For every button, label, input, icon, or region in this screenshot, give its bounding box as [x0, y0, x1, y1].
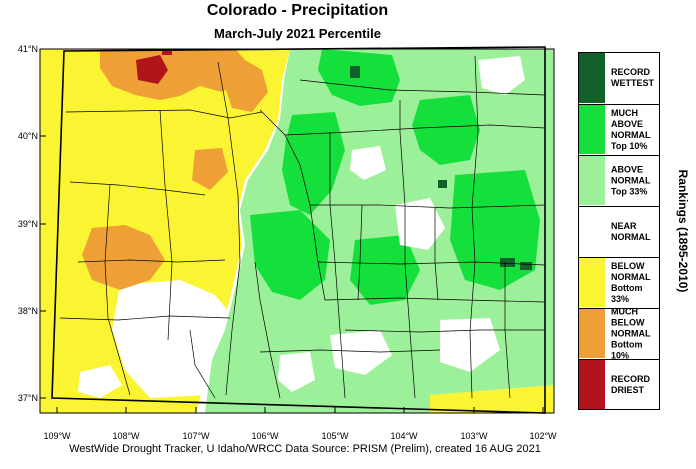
county-boundaries	[59, 55, 546, 399]
lon-tick-label: 103°W	[460, 431, 488, 441]
record-wettest-patch-2	[438, 180, 447, 188]
much-above-normal-east	[450, 170, 540, 290]
record-wettest-patch-4	[520, 262, 532, 270]
record-wettest-patch-1	[350, 66, 360, 78]
legend-swatch	[579, 207, 605, 256]
record-driest-patch	[162, 49, 172, 55]
lat-tick-label: 38°N	[17, 306, 38, 316]
map-title: Colorado - Precipitation	[206, 2, 389, 19]
legend-label: MUCH ABOVE NORMAL Top 10%	[611, 107, 651, 151]
legend-label: ABOVE NORMAL Top 33%	[611, 164, 651, 196]
legend-swatch	[579, 105, 605, 154]
much-below-normal-central	[192, 148, 228, 190]
record-wettest-patch-3	[500, 258, 515, 267]
lon-tick-label: 106°W	[251, 431, 279, 441]
lon-tick-label: 107°W	[182, 431, 210, 441]
record-driest-area	[136, 55, 168, 84]
legend: RECORD WETTEST MUCH ABOVE NORMAL Top 10%…	[578, 52, 660, 410]
legend-label: RECORD WETTEST	[611, 67, 654, 88]
legend-item-above-normal: ABOVE NORMAL Top 33%	[579, 155, 659, 205]
lat-tick-label: 41°N	[17, 44, 38, 54]
near-normal-region-southwest	[112, 280, 240, 398]
lat-tick-label: 40°N	[17, 131, 38, 141]
near-normal-region-south	[78, 365, 122, 398]
legend-swatch	[579, 309, 605, 358]
much-below-normal-southwest	[82, 225, 165, 290]
lon-tick-label: 102°W	[529, 431, 557, 441]
near-normal-patch-east-2	[350, 146, 386, 180]
lon-tick-label: 104°W	[390, 431, 418, 441]
legend-swatch	[579, 258, 605, 307]
below-normal-region-southeast	[430, 385, 554, 413]
near-normal-patch-east-3	[395, 198, 445, 250]
much-below-normal-northeast	[226, 60, 268, 112]
below-normal-region-west	[40, 49, 290, 413]
legend-item-below-normal: BELOW NORMAL Bottom 33%	[579, 257, 659, 307]
map-subtitle: March-July 2021 Percentile	[214, 26, 381, 41]
axis-ticks	[40, 48, 544, 413]
lat-tick-label: 39°N	[17, 219, 38, 229]
much-above-normal-central	[250, 210, 330, 300]
data-source-credit: WestWide Drought Tracker, U Idaho/WRCC D…	[69, 443, 541, 455]
lon-tick-label: 108°W	[112, 431, 140, 441]
legend-item-near-normal: NEAR NORMAL	[579, 206, 659, 256]
legend-swatch	[579, 360, 605, 409]
legend-swatch	[579, 156, 605, 205]
legend-label: MUCH BELOW NORMAL Bottom 10%	[611, 306, 651, 360]
legend-swatch	[579, 53, 605, 103]
much-above-normal-northeast	[412, 95, 480, 165]
legend-item-much-below-normal: MUCH BELOW NORMAL Bottom 10%	[579, 306, 659, 360]
near-normal-patch-south-2	[440, 318, 500, 372]
lat-tick-label: 37°N	[17, 393, 38, 403]
much-above-normal-southcentral	[350, 235, 420, 305]
legend-item-much-above-normal: MUCH ABOVE NORMAL Top 10%	[579, 104, 659, 154]
lon-tick-label: 105°W	[321, 431, 349, 441]
much-above-normal-front-range	[282, 112, 345, 215]
legend-label: RECORD DRIEST	[611, 373, 651, 395]
lon-tick-label: 109°W	[43, 431, 71, 441]
near-normal-patch-south-3	[278, 352, 315, 392]
legend-label: BELOW NORMAL Bottom 33%	[611, 260, 651, 304]
legend-title: Rankings (1895-2010)	[676, 169, 690, 293]
near-normal-patch-south-1	[330, 330, 392, 375]
near-normal-patch-east-1	[478, 56, 525, 95]
legend-label: NEAR NORMAL	[611, 220, 651, 242]
legend-item-record-wettest: RECORD WETTEST	[579, 53, 659, 103]
legend-item-record-driest: RECORD DRIEST	[579, 359, 659, 409]
map-frame	[39, 48, 555, 414]
